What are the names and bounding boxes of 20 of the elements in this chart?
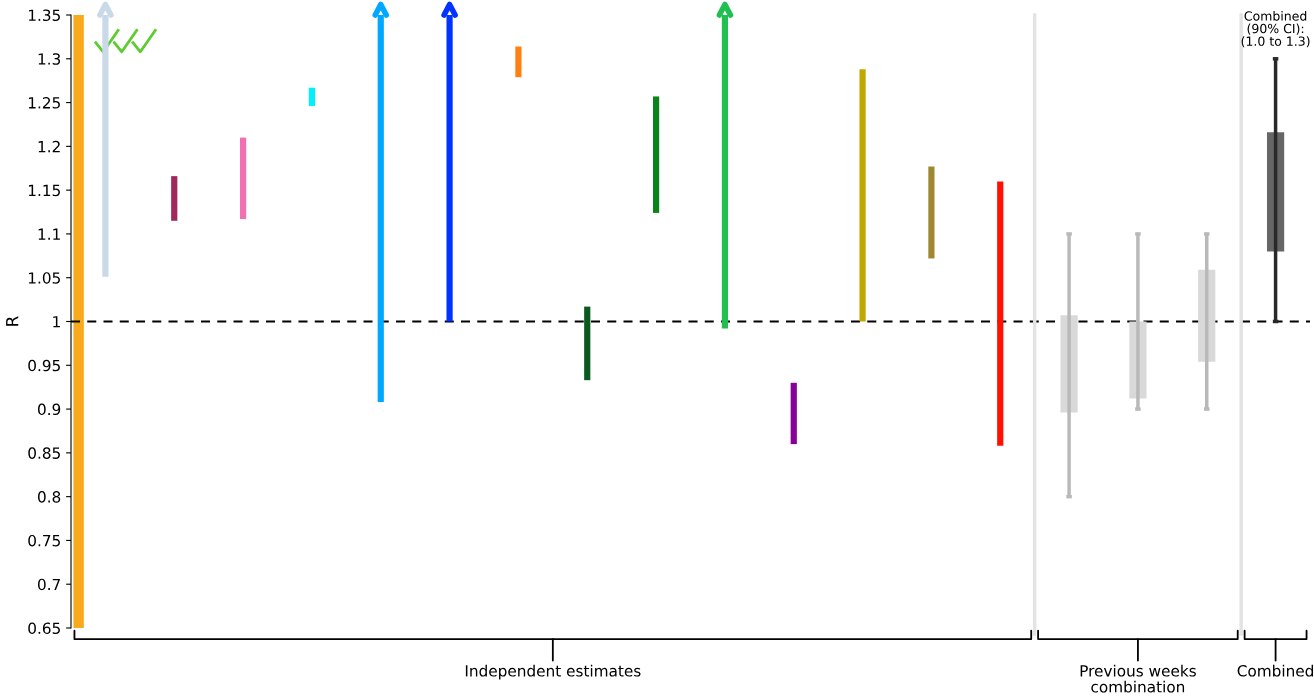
- y-tick-label: 0.75: [28, 534, 60, 547]
- y-tick-label: 1.1: [38, 228, 60, 240]
- y-tick-label: 1.25: [28, 97, 60, 109]
- y-tick-label: 1.05: [28, 272, 60, 284]
- y-tick-label: 1.15: [28, 184, 60, 197]
- text: Independent estimates: [465, 664, 641, 680]
- annotation: Combined (90% CI): (1.0 to 1.3): [1241, 11, 1310, 48]
- y-tick-label: 0.85: [28, 447, 60, 459]
- y-tick-label: 1.3: [38, 53, 61, 65]
- text: Combined: [1237, 664, 1313, 677]
- y-tick-label: 1.35: [28, 9, 60, 22]
- y-tick-label: 0.9: [37, 403, 61, 416]
- y-tick-label: 0.8: [37, 491, 61, 503]
- y-tick-label: 0.7: [37, 578, 60, 591]
- y-tick-label: 1.2: [38, 140, 60, 153]
- y-tick-label: 0.65: [28, 622, 60, 635]
- y-axis-title: R: [6, 316, 19, 326]
- y-tick-label: 0.95: [28, 359, 60, 372]
- text: Previous weeks combination: [1080, 664, 1196, 693]
- y-tick-label: 1: [53, 316, 60, 328]
